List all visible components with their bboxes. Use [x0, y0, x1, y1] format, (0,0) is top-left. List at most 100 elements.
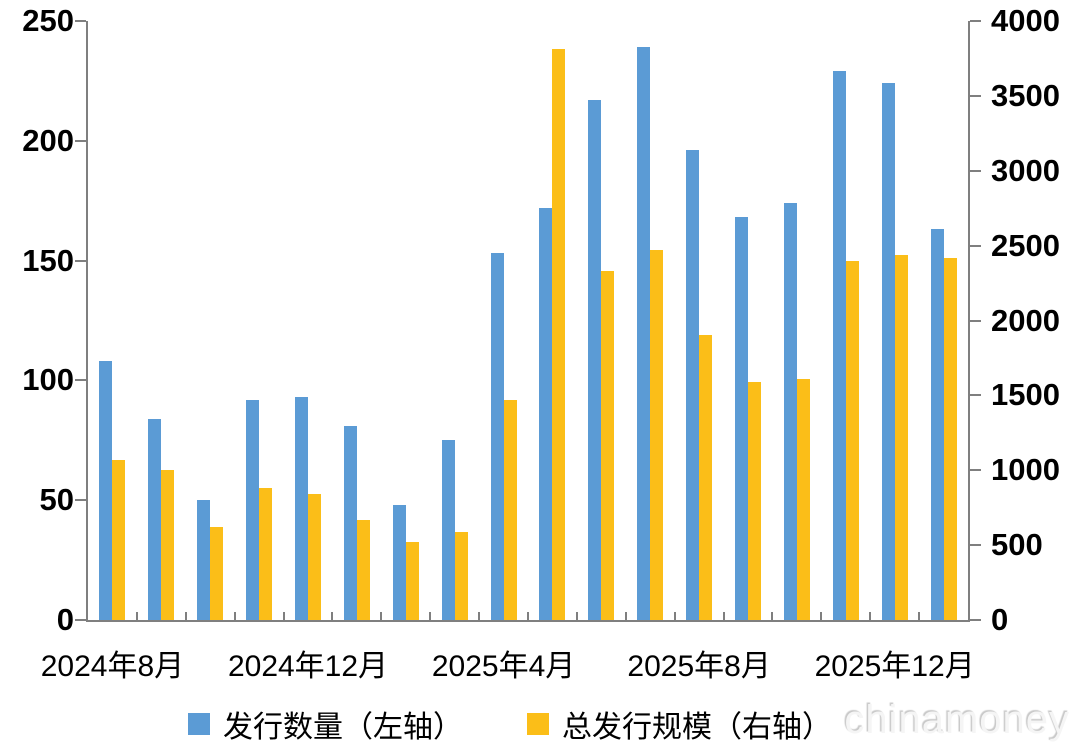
bar-issuance-count: [148, 418, 162, 620]
bar-issuance-scale: [161, 470, 175, 620]
bar-issuance-count: [539, 207, 553, 620]
bar-group-2025年10月: [772, 21, 821, 620]
bar-issuance-scale: [796, 378, 810, 620]
bar-issuance-count: [930, 229, 944, 620]
bar-issuance-count: [881, 83, 895, 620]
right-axis-tick-label: 500: [991, 527, 1043, 563]
left-axis-tick: [75, 379, 86, 382]
legend-swatch-yellow-icon: [527, 713, 549, 735]
left-axis-line: [86, 21, 88, 622]
bar-issuance-count: [588, 100, 602, 620]
right-axis-tick: [970, 394, 981, 397]
x-axis-label: 2025年4月: [431, 650, 576, 683]
x-axis-tick: [820, 612, 823, 621]
left-axis-tick-label: 100: [22, 362, 74, 398]
bar-issuance-scale: [748, 381, 762, 620]
x-axis-label: 2024年12月: [227, 650, 389, 683]
bar-group-2025年11月: [821, 21, 870, 620]
bar-group-2024年10月: [186, 21, 235, 620]
bar-issuance-scale: [943, 257, 957, 620]
bar-group-2025年9月: [724, 21, 773, 620]
bar-issuance-scale: [894, 254, 908, 620]
x-axis-tick: [771, 612, 774, 621]
bar-group-2025年4月: [479, 21, 528, 620]
bar-issuance-count: [246, 399, 260, 620]
bar-group-2025年3月: [430, 21, 479, 620]
bar-issuance-scale: [356, 519, 370, 620]
bar-group-2024年8月: [88, 21, 137, 620]
x-axis-tick: [918, 612, 921, 621]
right-axis-tick-label: 3500: [991, 77, 1060, 113]
right-axis-tick: [970, 94, 981, 97]
bar-issuance-scale: [210, 527, 224, 620]
x-axis-tick: [331, 612, 334, 621]
bar-issuance-scale: [454, 531, 468, 620]
bar-issuance-scale: [259, 488, 273, 620]
left-axis-tick: [75, 20, 86, 22]
right-axis-tick-label: 1500: [991, 377, 1060, 413]
x-axis-tick: [380, 612, 383, 621]
bar-issuance-scale: [112, 459, 126, 620]
right-axis-tick: [970, 319, 981, 322]
right-axis-tick-label: 2500: [991, 227, 1060, 263]
right-axis-tick-label: 0: [991, 602, 1009, 637]
legend-label-issuance-scale: 总发行规模（右轴）: [562, 711, 832, 744]
x-axis-tick: [184, 612, 187, 621]
bar-issuance-count: [490, 253, 504, 620]
bar-group-2025年6月: [577, 21, 626, 620]
bar-issuance-scale: [845, 260, 859, 620]
bar-issuance-count: [735, 217, 749, 620]
right-axis-tick: [970, 619, 981, 621]
left-axis-tick: [75, 259, 86, 262]
bar-group-2024年9月: [137, 21, 186, 620]
left-axis-tick-label: 150: [22, 242, 74, 278]
legend-item-issuance-count: 发行数量（左轴）: [188, 702, 463, 746]
bar-issuance-count: [637, 47, 651, 620]
bar-group-2024年11月: [235, 21, 284, 620]
right-axis-tick: [970, 544, 981, 547]
x-axis-tick: [135, 612, 138, 621]
left-axis-tick-label: 200: [22, 122, 74, 158]
bar-issuance-scale: [405, 542, 419, 620]
right-axis-tick-label: 2000: [991, 302, 1060, 338]
bar-issuance-scale: [503, 399, 517, 620]
left-axis-tick: [75, 499, 86, 502]
legend: 发行数量（左轴） 总发行规模（右轴）: [0, 702, 1020, 746]
right-axis-tick: [970, 20, 981, 22]
bar-group-2025年1月: [332, 21, 381, 620]
bar-issuance-scale: [699, 335, 713, 620]
bar-issuance-count: [197, 500, 211, 620]
right-axis-tick-label: 4000: [991, 3, 1060, 38]
bar-issuance-count: [99, 361, 113, 620]
bar-group-2025年5月: [528, 21, 577, 620]
bar-group-2025年7月: [626, 21, 675, 620]
x-axis-label: 2025年12月: [814, 650, 975, 683]
bar-issuance-count: [295, 397, 308, 620]
bar-group-2026年1月: [919, 21, 968, 620]
left-axis-tick: [75, 139, 86, 142]
x-axis-tick: [429, 612, 432, 621]
bar-group-2024年12月: [284, 21, 333, 620]
x-axis-tick: [478, 612, 481, 621]
x-axis-label: 2025年8月: [627, 650, 771, 683]
left-axis-tick-label: 0: [56, 602, 74, 637]
bar-issuance-scale: [308, 494, 321, 620]
bar-group-2025年12月: [870, 21, 919, 620]
bar-issuance-count: [441, 440, 455, 620]
bar-issuance-count: [686, 150, 700, 620]
legend-item-issuance-scale: 总发行规模（右轴）: [527, 702, 832, 746]
left-axis-tick-label: 250: [22, 3, 74, 38]
x-axis-label: 2024年8月: [40, 650, 185, 683]
chinamoney-watermark: chinamoney: [844, 698, 1070, 742]
plot-area: [88, 21, 968, 620]
x-axis-tick: [869, 612, 872, 621]
bar-issuance-count: [783, 203, 797, 620]
bar-group-2025年2月: [381, 21, 430, 620]
x-axis-tick: [722, 612, 725, 621]
x-axis-line: [86, 620, 970, 622]
right-axis-tick: [970, 469, 981, 472]
legend-label-issuance-count: 发行数量（左轴）: [223, 711, 463, 744]
right-axis-tick-label: 1000: [991, 452, 1060, 488]
right-axis-tick: [970, 244, 981, 247]
